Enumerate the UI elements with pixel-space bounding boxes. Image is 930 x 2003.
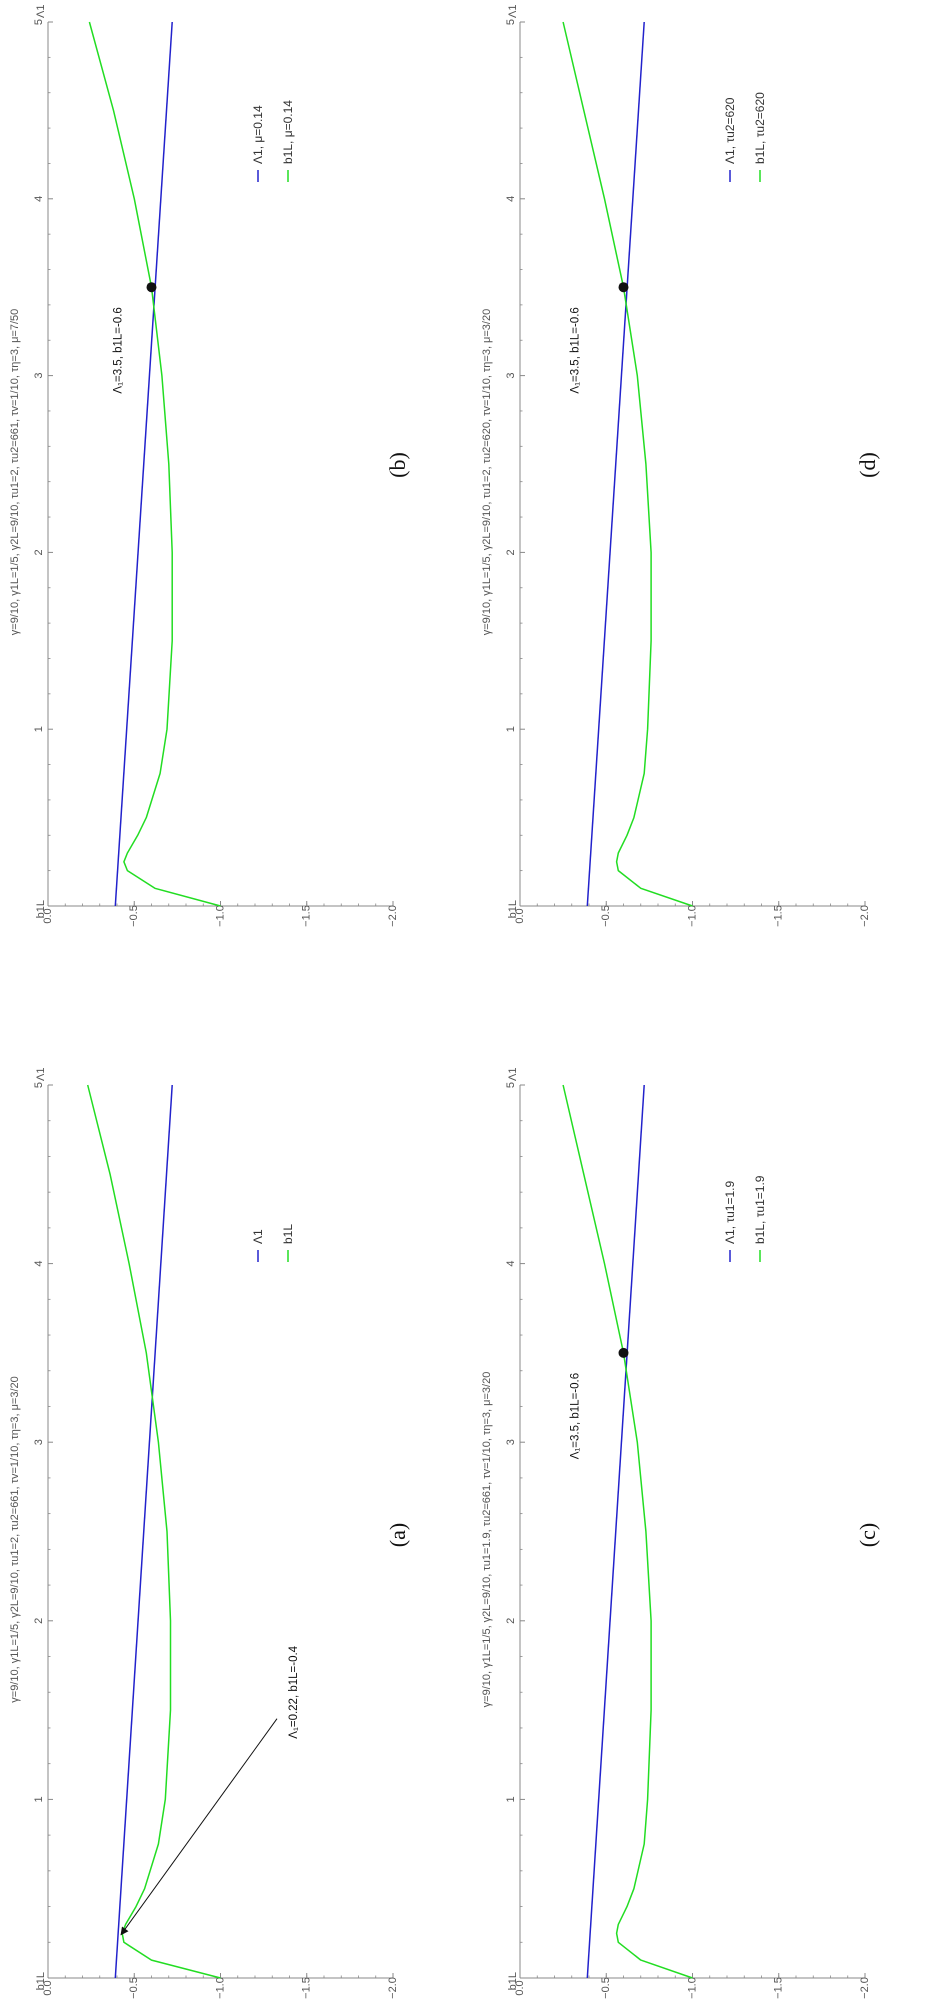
- intersection-point: [146, 282, 157, 293]
- series-lambda1-line: [586, 1084, 645, 1979]
- panel-label: (a): [385, 1523, 410, 1547]
- legend-entry: Λ1: [251, 1229, 265, 1244]
- x-tick-label: 2: [33, 549, 45, 555]
- y-tick-label: −0.5: [128, 905, 140, 927]
- parameter-text: γ=9/10, γ1L=1/5, γ2L=9/10, τu1=1.9, τu2=…: [481, 1372, 493, 1708]
- legend-entry: b1L, μ=0.14: [281, 100, 295, 164]
- panel-label: (b): [385, 452, 410, 478]
- series-lambda1-line: [114, 21, 173, 907]
- y-tick-label: −0.5: [600, 905, 612, 927]
- y-tick-label: −2.0: [859, 905, 871, 927]
- annotation-label: Λ₁=3.5, b1L=-0.6: [113, 307, 125, 393]
- series-b1l-curve: [562, 21, 693, 907]
- parameter-text: γ=9/10, γ1L=1/5, γ2L=9/10, τu1=2, τu2=62…: [481, 309, 493, 635]
- y-tick-label: −1.5: [773, 905, 785, 927]
- series-b1l-curve: [86, 1084, 221, 1979]
- legend-entry: Λ1, τu2=620: [723, 97, 737, 164]
- x-tick-label: 5: [33, 1082, 45, 1088]
- y-tick-label: −1.0: [686, 905, 698, 927]
- intersection-point: [618, 282, 629, 293]
- x-axis-label: Λ1: [507, 5, 519, 18]
- x-tick-label: 4: [33, 196, 45, 202]
- y-tick-label: 0.0: [514, 1980, 526, 1995]
- x-axis-label: Λ1: [35, 5, 47, 18]
- panel-label: (c): [855, 1523, 880, 1547]
- x-tick-label: 3: [505, 1439, 517, 1445]
- x-axis-label: Λ1: [35, 1068, 47, 1081]
- x-tick-label: 2: [33, 1618, 45, 1624]
- y-tick-label: −0.5: [128, 1977, 140, 1999]
- legend-entry: Λ1, τu1=1.9: [723, 1181, 737, 1244]
- y-axis-label: b1L: [35, 900, 47, 918]
- y-tick-label: −1.0: [214, 905, 226, 927]
- series-b1l-curve: [88, 21, 221, 907]
- x-tick-label: 2: [505, 1618, 517, 1624]
- annotation-label: Λ₁=3.5, b1L=-0.6: [570, 1373, 582, 1459]
- y-axis-label: b1L: [35, 1972, 47, 1990]
- y-axis-label: b1L: [507, 1972, 519, 1990]
- parameter-text: γ=9/10, γ1L=1/5, γ2L=9/10, τu1=2, τu2=66…: [9, 1376, 21, 1702]
- panel-c: 1 2 3 4 5 0.0 −0.5 −1.0 −1.5 −2.0 Λ1 b1L γ=9/10, γ1L…: [481, 1068, 880, 1999]
- y-tick-label: −1.5: [773, 1977, 785, 1999]
- annotation-label: Λ₁=0.22, b1L=-0.4: [288, 1645, 300, 1738]
- x-tick-label: 1: [33, 1796, 45, 1802]
- y-tick-label: −1.0: [214, 1977, 226, 1999]
- annotation-arrow: [120, 1718, 278, 1936]
- x-tick-label: 4: [505, 1261, 517, 1267]
- x-tick-label: 5: [505, 19, 517, 25]
- x-tick-label: 1: [505, 726, 517, 732]
- intersection-point: [618, 1347, 629, 1358]
- panel-a: 1 2 3 4 5 0.0 −0.5 −1.0 −1.5 −2.0 Λ1 b1L γ=9/10, γ1L…: [9, 1068, 410, 1999]
- y-tick-label: −1.0: [686, 1977, 698, 1999]
- parameter-text: γ=9/10, γ1L=1/5, γ2L=9/10, τu1=2, τu2=66…: [9, 309, 21, 635]
- panel-b: 1 2 3 4 5 0.0 −0.5 −1.0 −1.5 −2.0 Λ1 b1L γ=9/10, γ1L…: [9, 5, 410, 927]
- annotation-label: Λ₁=3.5, b1L=-0.6: [570, 307, 582, 393]
- y-tick-label: −2.0: [859, 1977, 871, 1999]
- y-tick-label: −0.5: [600, 1977, 612, 1999]
- legend-entry: b1L, τu2=620: [753, 92, 767, 164]
- x-tick-label: 3: [33, 1439, 45, 1445]
- x-tick-label: 1: [505, 1796, 517, 1802]
- panel-label: (d): [855, 452, 880, 478]
- x-tick-label: 1: [33, 726, 45, 732]
- x-tick-label: 4: [33, 1261, 45, 1267]
- y-tick-label: −1.5: [301, 1977, 313, 1999]
- legend-entry: b1L: [281, 1224, 295, 1244]
- series-lambda1-line: [114, 1084, 173, 1979]
- x-tick-label: 5: [505, 1082, 517, 1088]
- series-b1l-curve: [562, 1084, 693, 1979]
- x-tick-label: 5: [33, 19, 45, 25]
- x-tick-label: 3: [33, 373, 45, 379]
- x-tick-label: 4: [505, 196, 517, 202]
- x-axis-label: Λ1: [507, 1068, 519, 1081]
- panel-d: 1 2 3 4 5 0.0 −0.5 −1.0 −1.5 −2.0 Λ1 b1L γ=9/10, γ1L…: [481, 5, 880, 927]
- y-tick-label: 0.0: [514, 908, 526, 923]
- x-tick-label: 2: [505, 549, 517, 555]
- y-tick-label: 0.0: [42, 908, 54, 923]
- y-tick-label: 0.0: [42, 1980, 54, 1995]
- legend-entry: b1L, τu1=1.9: [753, 1175, 767, 1244]
- y-tick-label: −1.5: [301, 905, 313, 927]
- series-lambda1-line: [586, 21, 645, 907]
- y-tick-label: −2.0: [387, 1977, 399, 1999]
- legend-entry: Λ1, μ=0.14: [251, 105, 265, 164]
- y-axis-label: b1L: [507, 900, 519, 918]
- x-tick-label: 3: [505, 373, 517, 379]
- y-tick-label: −2.0: [387, 905, 399, 927]
